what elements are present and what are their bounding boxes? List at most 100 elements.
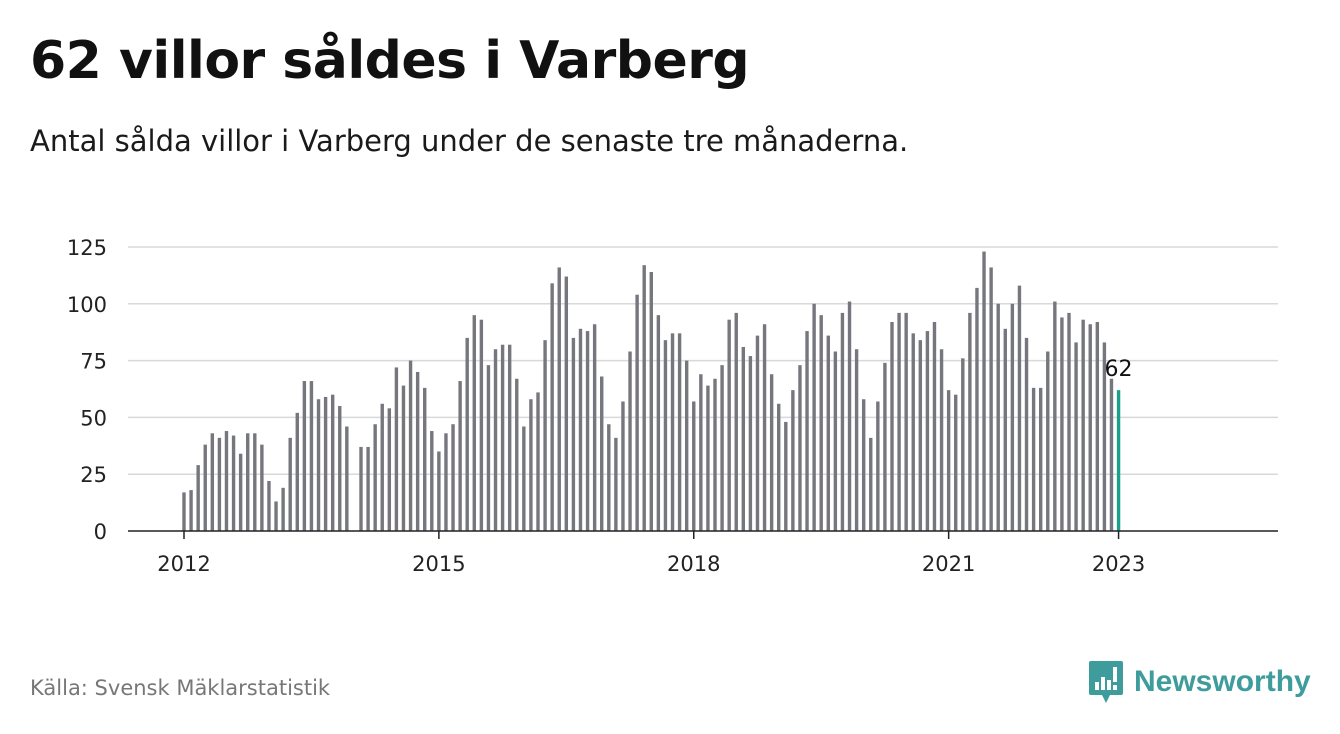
brand-name: Newsworthy [1134,665,1311,698]
bar [727,319,731,531]
bar [854,349,859,531]
bar [847,301,852,531]
bar [762,324,767,531]
bar [387,408,392,531]
x-tick-label: 2018 [667,552,720,576]
bar [607,424,611,531]
bar [600,376,604,531]
bar [663,340,668,531]
bar [876,401,880,531]
bar-chart: 0 25 50 75 100 125 2012 2015 2018 2021 2023 62 [67,236,1278,576]
bar [330,394,335,531]
bar [231,435,236,531]
bar [826,335,830,531]
bar [238,453,243,531]
bar [423,387,427,531]
bar [812,303,816,531]
bar [713,378,717,531]
bar [1017,285,1022,531]
newsworthy-logo[interactable]: Newsworthy [1088,660,1311,704]
bar [1024,337,1029,531]
chart-subtitle: Antal sålda villor i Varberg under de se… [30,124,909,158]
bar [1081,319,1085,531]
bar [316,399,321,531]
bar [939,349,944,531]
bar [699,374,703,531]
bar [897,312,901,531]
bar [394,367,399,531]
bar [677,333,682,531]
bar [777,403,781,531]
bar [338,406,342,531]
bar [932,321,937,531]
bar [451,424,455,531]
bar [911,333,915,531]
x-tick-label: 2012 [157,552,210,576]
bar [784,421,788,531]
bar [1003,328,1007,531]
x-axis-ticks: 2012 2015 2018 2021 2023 [157,531,1145,576]
bar [253,433,257,531]
bar [1031,387,1036,531]
bar [1109,378,1114,531]
x-tick-label: 2021 [922,552,975,576]
bar [288,437,292,531]
bar [430,431,434,531]
bar [1074,342,1078,531]
bar [791,390,795,531]
bar [486,365,491,531]
bar [883,362,887,531]
bar [189,490,193,531]
bar [274,501,278,531]
bar [529,399,533,531]
bar [734,312,738,531]
bar [861,399,866,531]
bar [557,267,561,531]
bar [437,451,441,531]
bar [748,356,753,531]
bar [741,346,746,531]
bar [755,335,760,531]
bar [408,360,413,531]
y-tick-label: 25 [80,463,107,487]
bar [1088,324,1092,531]
bar [323,396,328,531]
highlight-bar [1116,390,1121,531]
bar [925,331,930,531]
bar [550,283,554,531]
bar [415,371,420,531]
y-axis-labels: 0 25 50 75 100 125 [67,236,107,544]
bar [961,358,965,531]
bar [196,465,200,531]
bar [1095,321,1100,531]
bar [578,328,583,531]
bar [706,385,710,531]
bar [302,381,307,531]
y-tick-label: 75 [80,350,107,374]
bar [890,321,894,531]
bar [798,365,802,531]
bar [1102,342,1107,531]
bar [345,426,349,531]
bar [975,287,979,531]
bar [500,344,505,531]
bar [479,319,484,531]
bar [373,424,377,531]
bar [182,492,186,531]
bar [614,437,618,531]
bar [366,446,370,531]
bar [465,337,469,531]
bar [692,401,696,531]
bar [904,312,908,531]
bar [458,381,462,531]
x-tick-label: 2015 [412,552,465,576]
bar [543,340,547,531]
bar [649,271,653,531]
bar [536,392,540,531]
bar [224,431,229,531]
bar [954,394,958,531]
bar [260,444,264,531]
bar [720,365,724,531]
bar [989,267,993,531]
bar [1046,351,1050,531]
